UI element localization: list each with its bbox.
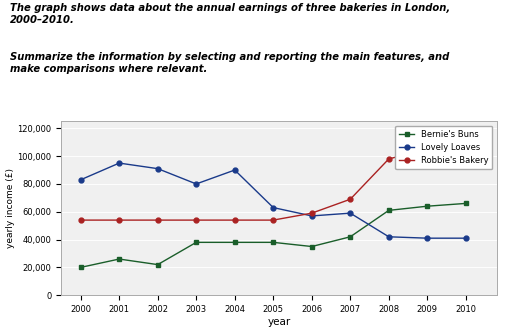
Text: The graph shows data about the annual earnings of three bakeries in London,
2000: The graph shows data about the annual ea…	[10, 3, 451, 25]
Y-axis label: yearly income (£): yearly income (£)	[6, 168, 15, 248]
Legend: Bernie's Buns, Lovely Loaves, Robbie's Bakery: Bernie's Buns, Lovely Loaves, Robbie's B…	[395, 126, 493, 169]
Text: Summarize the information by selecting and reporting the main features, and
make: Summarize the information by selecting a…	[10, 52, 450, 74]
X-axis label: year: year	[267, 317, 291, 327]
